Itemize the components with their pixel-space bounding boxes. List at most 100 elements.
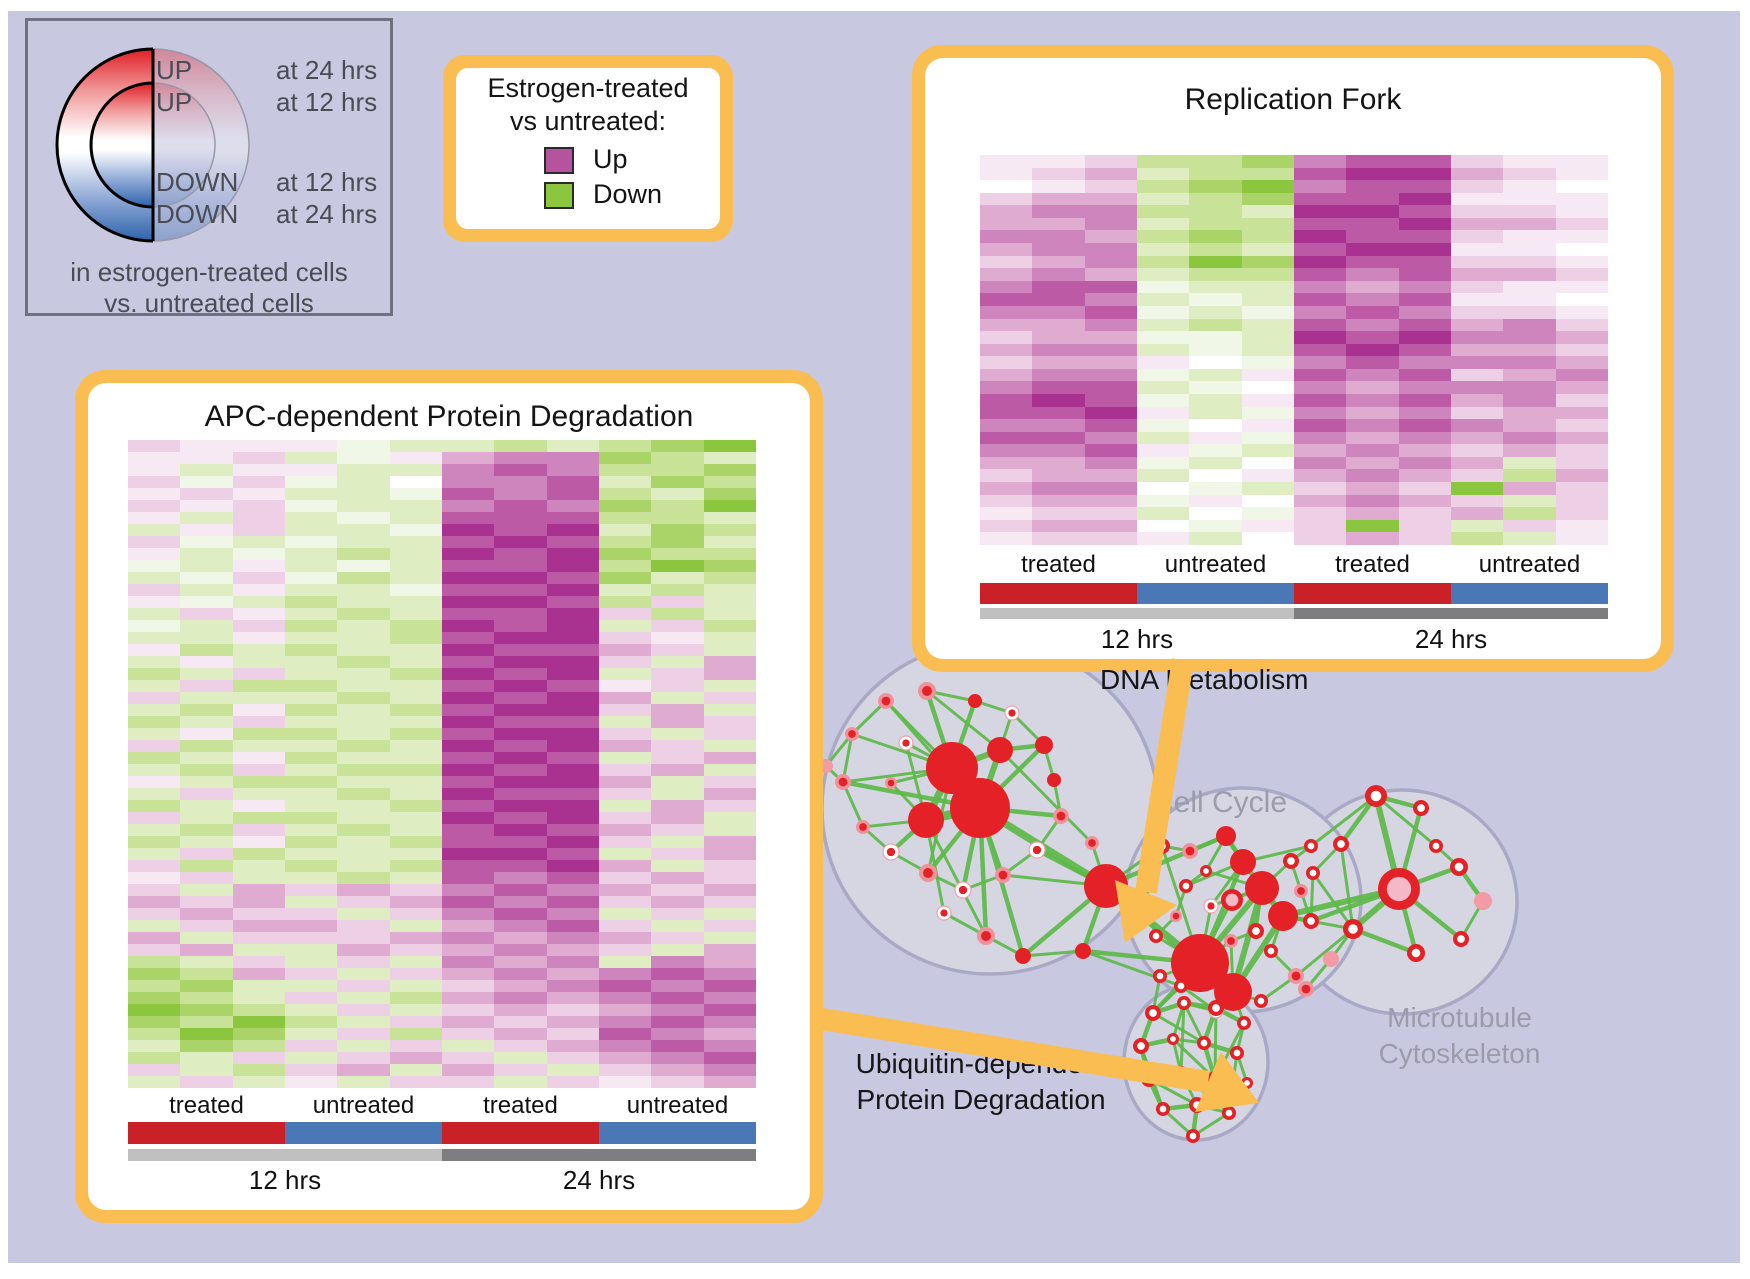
- heatmap-cell: [441, 920, 495, 932]
- heatmap-cell: [337, 1016, 390, 1028]
- heatmap-cell: [284, 704, 338, 716]
- heatmap-row: [980, 507, 1608, 520]
- heatmap-cell: [389, 668, 442, 680]
- heatmap-cell: [1136, 368, 1190, 382]
- heatmap-cell: [651, 548, 704, 560]
- heatmap-cell: [1555, 293, 1608, 306]
- heatmap-cell: [441, 956, 495, 968]
- heatmap-row: [128, 776, 756, 788]
- heatmap-cell: [337, 584, 390, 596]
- heatmap-cell: [1084, 268, 1137, 281]
- heatmap-cell: [1189, 343, 1242, 357]
- heatmap-cell: [1032, 343, 1085, 357]
- heatmap-cell: [180, 452, 233, 464]
- heatmap-cell: [494, 560, 547, 572]
- heatmap-cell: [337, 776, 390, 788]
- heatmap-cell: [232, 812, 285, 824]
- heatmap-cell: [1450, 217, 1504, 231]
- heatmap-cell: [284, 980, 338, 992]
- heatmap-cell: [1346, 494, 1399, 508]
- heatmap-cell: [441, 1040, 495, 1052]
- heatmap-cell: [1032, 217, 1085, 231]
- heatmap-cell: [546, 548, 599, 560]
- heatmap-cell: [180, 992, 233, 1004]
- heatmap-cell: [389, 620, 442, 632]
- heatmap-cell: [232, 1040, 285, 1052]
- heatmap-cell: [651, 776, 704, 788]
- heatmap-cell: [494, 608, 547, 620]
- heatmap-cell: [128, 896, 181, 908]
- heatmap-cell: [389, 536, 442, 548]
- heatmap-cell: [703, 584, 756, 596]
- heatmap-cell: [1503, 343, 1556, 357]
- heatmap-cell: [598, 968, 652, 980]
- heatmap-cell: [232, 920, 285, 932]
- heatmap-cell: [651, 572, 704, 584]
- heatmap-cell: [441, 860, 495, 872]
- heatmap-cell: [441, 512, 495, 524]
- heatmap-cell: [1136, 444, 1190, 457]
- heatmap-cell: [1293, 192, 1347, 206]
- heatmap-cell: [703, 956, 756, 968]
- heatmap-cell: [494, 704, 547, 716]
- heatmap-row: [980, 393, 1608, 407]
- heatmap-cell: [1450, 519, 1504, 533]
- heatmap-row: [980, 343, 1608, 357]
- heatmap-cell: [1346, 381, 1399, 394]
- heatmap-row: [980, 532, 1608, 545]
- heatmap-cell: [389, 764, 442, 776]
- heatmap-cell: [494, 1076, 547, 1088]
- heatmap-cell: [128, 596, 181, 608]
- heatmap-cell: [598, 776, 652, 788]
- heatmap-row: [128, 488, 756, 500]
- heatmap-cell: [1241, 519, 1294, 533]
- heatmap-cell: [1189, 356, 1242, 369]
- heatmap-cell: [337, 1040, 390, 1052]
- heatmap-cell: [441, 656, 495, 668]
- heatmap-cell: [598, 608, 652, 620]
- rf-group-label-treated-24: treated: [1335, 551, 1410, 578]
- heatmap-cell: [1293, 243, 1347, 256]
- heatmap-cell: [180, 1076, 233, 1088]
- heatmap-cell: [1503, 155, 1556, 168]
- heatmap-cell: [441, 992, 495, 1004]
- heatmap-cell: [1241, 406, 1294, 420]
- heatmap-cell: [494, 800, 547, 812]
- heatmap-cell: [1346, 482, 1399, 495]
- heatmap-cell: [1136, 167, 1190, 181]
- heatmap-cell: [284, 572, 338, 584]
- heatmap-cell: [1398, 368, 1451, 382]
- heatmap-cell: [494, 1004, 547, 1016]
- heatmap-cell: [128, 920, 181, 932]
- heatmap-cell: [1032, 305, 1085, 319]
- rf-24hr-gray-bar: [1294, 608, 1608, 619]
- heatmap-cell: [337, 536, 390, 548]
- heatmap-cell: [337, 704, 390, 716]
- heatmap-cell: [598, 944, 652, 956]
- heatmap-cell: [494, 992, 547, 1004]
- heatmap-cell: [1084, 419, 1137, 432]
- heatmap-cell: [389, 524, 442, 536]
- heatmap-cell: [546, 716, 599, 728]
- heatmap-cell: [1084, 280, 1137, 294]
- heatmap-cell: [1450, 381, 1504, 394]
- heatmap-cell: [1555, 343, 1608, 357]
- heatmap-cell: [1293, 280, 1347, 294]
- heatmap-cell: [598, 440, 652, 452]
- heatmap-cell: [651, 536, 704, 548]
- heatmap-cell: [180, 968, 233, 980]
- heatmap-cell: [284, 548, 338, 560]
- heatmap-cell: [1503, 217, 1556, 231]
- heatmap-cell: [1555, 280, 1608, 294]
- heatmap-cell: [1084, 406, 1137, 420]
- heatmap-cell: [128, 968, 181, 980]
- heatmap-cell: [180, 920, 233, 932]
- heatmap-cell: [128, 620, 181, 632]
- heatmap-cell: [1189, 293, 1242, 306]
- cluster-label-microtubule-line2: Cytoskeleton: [1378, 1038, 1541, 1069]
- heatmap-cell: [1136, 343, 1190, 357]
- heatmap-cell: [651, 596, 704, 608]
- heatmap-cell: [284, 968, 338, 980]
- heatmap-row: [128, 560, 756, 572]
- heatmap-cell: [980, 444, 1033, 457]
